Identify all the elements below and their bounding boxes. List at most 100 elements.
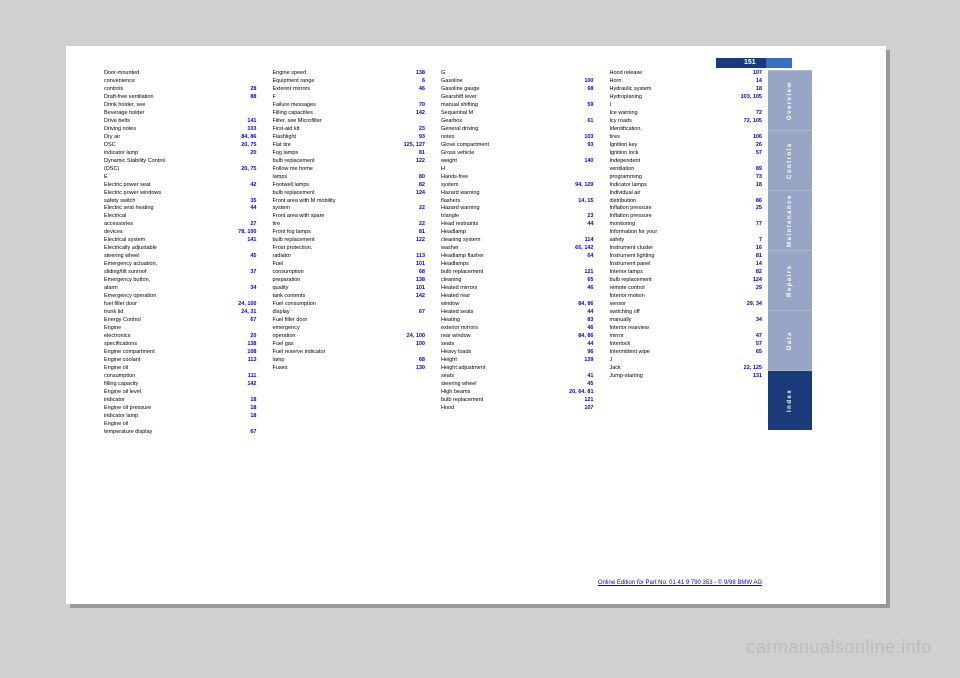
index-entry[interactable]: Headlamp — [441, 229, 594, 237]
index-entry[interactable]: lamp68 — [273, 357, 426, 365]
index-entry[interactable]: Heated seats44 — [441, 309, 594, 317]
index-entry[interactable]: Equipment range6 — [273, 78, 426, 86]
index-entry[interactable]: Dynamic Stability Control — [104, 158, 257, 166]
index-entry[interactable]: F — [273, 94, 426, 102]
index-entry[interactable]: sensor29, 34 — [610, 301, 763, 309]
index-entry[interactable]: Independent — [610, 158, 763, 166]
index-entry[interactable]: tires106 — [610, 134, 763, 142]
index-entry[interactable]: display67 — [273, 309, 426, 317]
index-entry[interactable]: devices78, 100 — [104, 229, 257, 237]
index-entry[interactable]: Drink holder, see — [104, 102, 257, 110]
index-entry[interactable]: Instrument panel14 — [610, 261, 763, 269]
index-entry[interactable]: bulb replacement124 — [273, 190, 426, 198]
index-entry[interactable]: Beverage holder — [104, 110, 257, 118]
index-entry[interactable]: J — [610, 357, 763, 365]
index-entry[interactable]: Identification, — [610, 126, 763, 134]
index-entry[interactable]: Engine oil pressure18 — [104, 405, 257, 413]
index-entry[interactable]: Individual air — [610, 190, 763, 198]
index-entry[interactable]: Head restraints44 — [441, 221, 594, 229]
index-entry[interactable]: Electric power windows — [104, 190, 257, 198]
index-entry[interactable]: Glove compartment93 — [441, 142, 594, 150]
index-entry[interactable]: Interlock57 — [610, 341, 763, 349]
index-entry[interactable]: Failure messages70 — [273, 102, 426, 110]
index-entry[interactable]: distribution86 — [610, 198, 763, 206]
index-entry[interactable]: cleaning65 — [441, 277, 594, 285]
index-entry[interactable]: convenience — [104, 78, 257, 86]
index-entry[interactable]: Heating83 — [441, 317, 594, 325]
index-entry[interactable]: electronics20 — [104, 333, 257, 341]
index-entry[interactable]: Electric power seat42 — [104, 182, 257, 190]
index-entry[interactable]: window84, 86 — [441, 301, 594, 309]
index-entry[interactable]: General driving — [441, 126, 594, 134]
index-entry[interactable]: preparation138 — [273, 277, 426, 285]
index-entry[interactable]: Fuel consumption — [273, 301, 426, 309]
index-entry[interactable]: Fuses130 — [273, 365, 426, 373]
index-entry[interactable]: indicator lamp18 — [104, 413, 257, 421]
index-entry[interactable]: Sequential M — [441, 110, 594, 118]
tab-data[interactable]: Data — [768, 310, 812, 370]
index-entry[interactable]: Interior lamps82 — [610, 269, 763, 277]
index-entry[interactable]: quality101 — [273, 285, 426, 293]
index-entry[interactable]: Footwell lamps82 — [273, 182, 426, 190]
index-entry[interactable]: notes103 — [441, 134, 594, 142]
index-entry[interactable]: system94, 129 — [441, 182, 594, 190]
index-entry[interactable]: E — [104, 174, 257, 182]
index-entry[interactable]: Fuel reserve indicator — [273, 349, 426, 357]
index-entry[interactable]: radiator113 — [273, 253, 426, 261]
index-entry[interactable]: alarm34 — [104, 285, 257, 293]
index-entry[interactable]: consumption111 — [104, 373, 257, 381]
index-entry[interactable]: Draft-free ventilation88 — [104, 94, 257, 102]
index-entry[interactable]: cleaning system114 — [441, 237, 594, 245]
index-entry[interactable]: safety7 — [610, 237, 763, 245]
index-entry[interactable]: triangle23 — [441, 213, 594, 221]
index-entry[interactable]: Engine — [104, 325, 257, 333]
index-entry[interactable]: tire22 — [273, 221, 426, 229]
index-entry[interactable]: controls28 — [104, 86, 257, 94]
index-entry[interactable]: Gearbox61 — [441, 118, 594, 126]
index-entry[interactable]: Engine speed138 — [273, 70, 426, 78]
index-entry[interactable]: Frost protection, — [273, 245, 426, 253]
index-entry[interactable]: Intermittent wipe65 — [610, 349, 763, 357]
index-entry[interactable]: Electrical system141 — [104, 237, 257, 245]
tab-overview[interactable]: Overview — [768, 70, 812, 130]
index-entry[interactable]: Electrically adjustable — [104, 245, 257, 253]
index-entry[interactable]: Exterior mirrors46 — [273, 86, 426, 94]
index-entry[interactable]: washer65, 142 — [441, 245, 594, 253]
index-entry[interactable]: emergency — [273, 325, 426, 333]
index-entry[interactable]: Jack22, 125 — [610, 365, 763, 373]
index-entry[interactable]: Inflation pressure — [610, 213, 763, 221]
index-entry[interactable]: programming73 — [610, 174, 763, 182]
index-entry[interactable]: bulb replacement124 — [610, 277, 763, 285]
index-entry[interactable]: seats44 — [441, 341, 594, 349]
index-entry[interactable]: Height139 — [441, 357, 594, 365]
index-entry[interactable]: Engine oil level — [104, 389, 257, 397]
index-entry[interactable]: Filling capacities142 — [273, 110, 426, 118]
index-entry[interactable]: Ignition lock57 — [610, 150, 763, 158]
index-entry[interactable]: DSC20, 75 — [104, 142, 257, 150]
tab-repairs[interactable]: Repairs — [768, 250, 812, 310]
index-entry[interactable]: Hydraulic system18 — [610, 86, 763, 94]
index-entry[interactable]: Front area with M mobility — [273, 198, 426, 206]
index-entry[interactable]: tank contents142 — [273, 293, 426, 301]
index-entry[interactable]: Engine compartment108 — [104, 349, 257, 357]
index-entry[interactable]: Fog lamps81 — [273, 150, 426, 158]
index-entry[interactable]: Interior motion — [610, 293, 763, 301]
index-entry[interactable]: temperature display67 — [104, 429, 257, 437]
index-entry[interactable]: Drive belts141 — [104, 118, 257, 126]
index-entry[interactable]: High beams20, 64, 81 — [441, 389, 594, 397]
index-entry[interactable]: Follow me home — [273, 166, 426, 174]
index-entry[interactable]: Engine coolant113 — [104, 357, 257, 365]
index-entry[interactable]: bulb replacement121 — [441, 269, 594, 277]
index-entry[interactable]: Emergency operation — [104, 293, 257, 301]
index-entry[interactable]: accessories27 — [104, 221, 257, 229]
index-entry[interactable]: Flashlight93 — [273, 134, 426, 142]
index-entry[interactable]: exterior mirrors46 — [441, 325, 594, 333]
index-entry[interactable]: rear window84, 86 — [441, 333, 594, 341]
index-entry[interactable]: Engine oil — [104, 421, 257, 429]
index-entry[interactable]: Electric seat heating44 — [104, 205, 257, 213]
index-entry[interactable]: Headlamps — [441, 261, 594, 269]
index-entry[interactable]: lamps80 — [273, 174, 426, 182]
index-entry[interactable]: monitoring77 — [610, 221, 763, 229]
index-entry[interactable]: Hydroplaning103, 105 — [610, 94, 763, 102]
index-entry[interactable]: Fuel filler door — [273, 317, 426, 325]
